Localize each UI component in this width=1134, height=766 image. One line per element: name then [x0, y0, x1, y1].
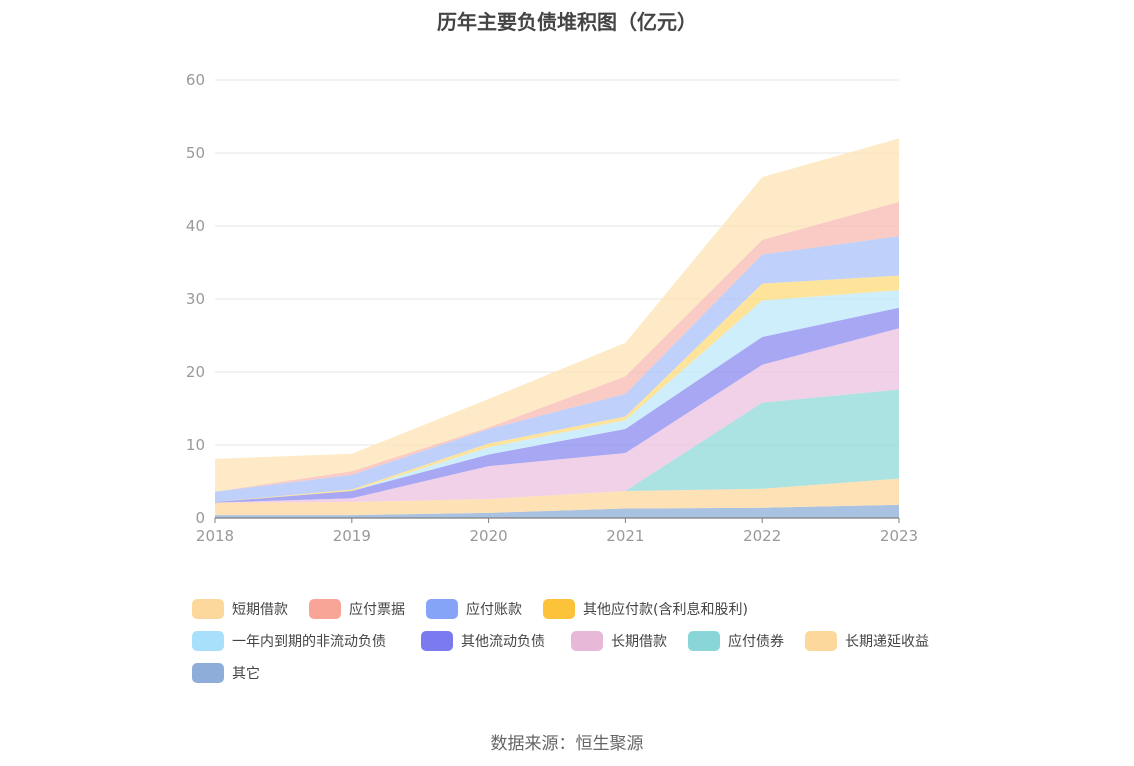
- legend-label: 其它: [232, 666, 260, 682]
- legend-item[interactable]: 短期借款: [192, 598, 288, 620]
- legend-item[interactable]: 应付账款: [426, 598, 522, 620]
- legend-item[interactable]: 长期递延收益: [805, 630, 929, 652]
- legend-swatch: [805, 631, 837, 651]
- y-tick-label: 20: [186, 363, 205, 381]
- legend-label: 其他应付款(含利息和股利): [583, 602, 748, 618]
- legend-item[interactable]: 一年内到期的非流动负债: [192, 630, 386, 652]
- area-series: [215, 307, 899, 503]
- y-tick-label: 60: [186, 71, 205, 89]
- legend-label: 一年内到期的非流动负债: [232, 634, 386, 650]
- legend-label: 应付债券: [728, 634, 784, 650]
- y-tick-label: 10: [186, 436, 205, 454]
- legend-item[interactable]: 其他应付款(含利息和股利): [543, 598, 748, 620]
- stacked-area-chart: 0 10 20 30 40 50 60 2018 2019 2020 2021 2022 2023: [186, 71, 918, 545]
- x-tick-label: 2022: [743, 527, 781, 545]
- data-source: 数据来源：恒生聚源: [490, 734, 644, 754]
- y-tick-label: 50: [186, 144, 205, 162]
- area-series: [215, 389, 899, 503]
- area-series: [215, 504, 899, 518]
- legend-label: 长期递延收益: [845, 634, 929, 650]
- legend-label: 短期借款: [232, 602, 288, 618]
- area-series: [215, 478, 899, 516]
- legend-label: 其他流动负债: [461, 634, 545, 650]
- legend-swatch: [543, 599, 575, 619]
- area-series: [215, 328, 899, 503]
- legend-swatch: [309, 599, 341, 619]
- x-tick-label: 2023: [880, 527, 918, 545]
- legend-swatch: [192, 631, 224, 651]
- y-tick-label: 30: [186, 290, 205, 308]
- x-tick-label: 2020: [470, 527, 508, 545]
- y-tick-label: 0: [195, 509, 205, 527]
- legend-swatch: [192, 663, 224, 683]
- x-tick-label: 2019: [333, 527, 371, 545]
- legend-label: 应付票据: [349, 602, 405, 618]
- legend-swatch: [426, 599, 458, 619]
- legend-item[interactable]: 应付债券: [688, 630, 784, 652]
- x-tick-label: 2018: [196, 527, 234, 545]
- legend-swatch: [688, 631, 720, 651]
- legend-item[interactable]: 长期借款: [571, 630, 667, 652]
- chart-title: 历年主要负债堆积图（亿元）: [437, 10, 697, 34]
- legend-item[interactable]: 其它: [192, 662, 260, 684]
- legend-swatch: [192, 599, 224, 619]
- y-tick-label: 40: [186, 217, 205, 235]
- legend-swatch: [571, 631, 603, 651]
- legend-item[interactable]: 其他流动负债: [421, 630, 545, 652]
- area-series: [215, 236, 899, 502]
- legend-item[interactable]: 应付票据: [309, 598, 405, 620]
- area-series: [215, 290, 899, 502]
- x-tick-label: 2021: [606, 527, 644, 545]
- area-series: [215, 138, 899, 492]
- area-series: [215, 201, 899, 492]
- legend-label: 应付账款: [466, 602, 522, 618]
- legend-swatch: [421, 631, 453, 651]
- legend-label: 长期借款: [611, 634, 667, 650]
